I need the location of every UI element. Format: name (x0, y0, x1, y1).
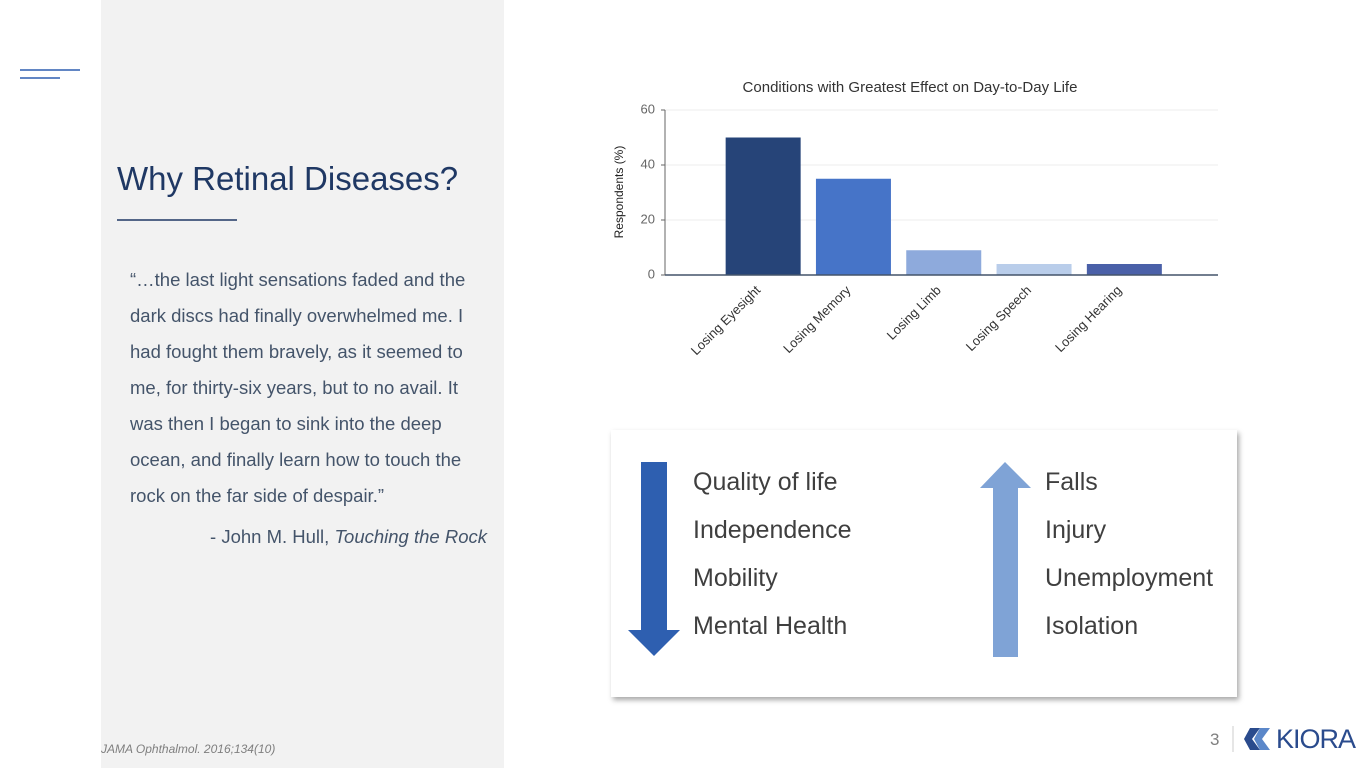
list-item: Unemployment (1045, 564, 1214, 592)
quote: “…the last light sensations faded and th… (130, 269, 466, 506)
x-tick-label: Losing Speech (963, 283, 1034, 354)
down-arrow (628, 462, 680, 656)
y-axis-label: Respondents (%) (612, 146, 626, 239)
side-panel (101, 0, 504, 768)
list-item: Mental Health (693, 612, 848, 640)
x-tick-label: Losing Hearing (1052, 283, 1124, 355)
logo-shape (1244, 728, 1260, 750)
y-tick-label: 40 (641, 156, 655, 171)
arrows (628, 462, 1031, 657)
logo-shape (1254, 728, 1270, 750)
book: Touching the Rock (334, 526, 487, 547)
slide-title: Why Retinal Diseases? (117, 160, 459, 197)
bar (725, 137, 801, 275)
y-tick-label: 60 (641, 101, 655, 116)
author: - John M. Hull, (210, 526, 335, 547)
x-tick-label: Losing Eyesight (688, 282, 764, 358)
attribution: - John M. Hull, Touching the Rock (130, 526, 487, 548)
list-item: Isolation (1045, 612, 1139, 640)
y-tick-label: 20 (641, 211, 655, 226)
bar (815, 178, 891, 275)
bar (906, 250, 982, 275)
list-item: Injury (1045, 516, 1107, 544)
x-tick-label: Losing Memory (780, 282, 854, 356)
logo: KIORA (1276, 724, 1356, 754)
y-tick-label: 0 (648, 266, 655, 281)
bar (1086, 264, 1162, 275)
source: JAMA Ophthalmol. 2016;134(10) (101, 742, 276, 756)
logo-mark (1232, 726, 1270, 752)
bar (996, 264, 1072, 275)
x-tick-label: Losing Limb (884, 283, 944, 343)
up-arrow (980, 462, 1031, 657)
chart-title: Conditions with Greatest Effect on Day-t… (743, 79, 1078, 96)
page-number: 3 (1210, 730, 1220, 749)
list-item: Mobility (693, 564, 778, 592)
list-item: Quality of life (693, 468, 838, 496)
impact-box: Quality of life Independence Mobility Menta… (611, 430, 1237, 697)
list-item: Falls (1045, 468, 1098, 496)
list-item: Independence (693, 516, 852, 544)
